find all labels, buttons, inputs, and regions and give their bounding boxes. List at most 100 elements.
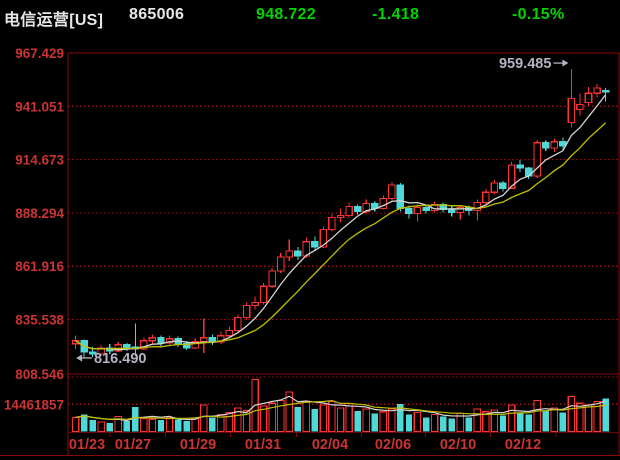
volume-ma-line bbox=[75, 399, 606, 421]
candle-body bbox=[533, 142, 541, 177]
candle-body bbox=[422, 206, 430, 211]
candle-body bbox=[559, 141, 567, 147]
candle-body bbox=[541, 142, 550, 149]
y-axis-label: 888.294 bbox=[15, 206, 64, 221]
candle-body bbox=[234, 316, 242, 332]
low-annotation: 816.490 bbox=[94, 351, 146, 367]
y-axis-label: 941.051 bbox=[15, 99, 64, 114]
x-axis-label: 02/04 bbox=[312, 437, 348, 453]
volume-bar bbox=[516, 412, 524, 432]
volume-bar bbox=[259, 405, 268, 433]
x-axis-label: 02/10 bbox=[440, 437, 476, 453]
volume-bar bbox=[362, 408, 370, 433]
price-ma-lines bbox=[75, 94, 607, 351]
candle-body bbox=[482, 191, 490, 203]
low-arrow-head bbox=[76, 354, 83, 362]
candle-body bbox=[259, 285, 268, 303]
candle-body bbox=[456, 206, 464, 214]
high-arrow-head bbox=[562, 59, 569, 67]
volume-bar bbox=[559, 412, 567, 432]
y-axis-label: 835.538 bbox=[15, 312, 64, 327]
volume-bar bbox=[345, 405, 353, 433]
high-annotation: 959.485 bbox=[499, 56, 551, 72]
volume-bar bbox=[413, 412, 422, 433]
candle-body bbox=[550, 141, 559, 149]
volume-bar bbox=[234, 407, 242, 433]
volume-bar bbox=[525, 414, 532, 432]
volume-bar bbox=[379, 411, 388, 433]
volume-bar bbox=[165, 416, 174, 433]
candle-body bbox=[200, 337, 208, 343]
y-axis-label: 808.546 bbox=[15, 367, 64, 382]
volume-bar bbox=[319, 404, 328, 433]
candle-body bbox=[593, 87, 601, 94]
volume-bar bbox=[200, 404, 208, 433]
volume-bar bbox=[302, 401, 311, 433]
volume-bar bbox=[593, 400, 601, 433]
candles bbox=[71, 69, 610, 358]
volume-axis-label: 14461857 bbox=[4, 397, 64, 412]
candle-body bbox=[601, 89, 610, 93]
stock-code: 865006 bbox=[129, 6, 185, 23]
candle-body bbox=[88, 351, 97, 355]
volume-bar bbox=[328, 400, 336, 433]
candle-body bbox=[285, 250, 293, 258]
volume-bar bbox=[294, 407, 301, 432]
volume-bar bbox=[311, 408, 319, 432]
candle-body bbox=[165, 338, 174, 344]
volume-bar bbox=[148, 418, 157, 433]
volume-ma-line bbox=[75, 395, 606, 422]
x-axis-label: 01/23 bbox=[69, 437, 105, 453]
candle-body bbox=[353, 205, 362, 213]
candle-body bbox=[294, 250, 302, 257]
volume-bar bbox=[89, 420, 96, 432]
volume-ma-lines bbox=[75, 395, 606, 422]
volume-bar bbox=[422, 417, 430, 432]
volume-bar bbox=[132, 407, 139, 432]
price-change: -1.418 bbox=[372, 6, 420, 23]
price-change-percent: -0.15% bbox=[512, 6, 565, 23]
x-axis-label: 02/06 bbox=[375, 437, 411, 453]
candle-body bbox=[336, 214, 345, 219]
volume-bar bbox=[576, 402, 584, 433]
x-axis-label: 01/31 bbox=[245, 437, 281, 453]
y-axis-label: 967.429 bbox=[15, 46, 64, 61]
candle-body bbox=[447, 208, 456, 214]
price-axis-labels: 967.429 941.051 914.673 888.294 861.916 835.5… bbox=[4, 46, 65, 412]
volume-bar bbox=[533, 399, 541, 433]
candle-body bbox=[251, 301, 259, 306]
volume-bar bbox=[268, 402, 276, 433]
volume-bar bbox=[71, 416, 80, 433]
candle-body bbox=[208, 337, 217, 343]
volume-bar bbox=[490, 409, 499, 433]
volume-bar bbox=[157, 420, 165, 432]
candle-body bbox=[225, 330, 234, 337]
volume-bar bbox=[285, 391, 293, 433]
volume-bar bbox=[473, 408, 482, 433]
volume-bar bbox=[97, 421, 105, 433]
candle-body bbox=[507, 164, 516, 189]
candle-body bbox=[182, 343, 191, 349]
volume-bar bbox=[80, 414, 88, 432]
volume-bar bbox=[371, 413, 378, 432]
annotations: 959.485 816.490 bbox=[76, 56, 569, 367]
volume-bar bbox=[602, 398, 609, 432]
last-price: 948.722 bbox=[256, 6, 316, 23]
volume-bar bbox=[405, 414, 413, 432]
candle-body bbox=[311, 241, 319, 248]
volume-bar bbox=[336, 407, 345, 433]
volume-bar bbox=[507, 404, 516, 433]
candle-body bbox=[268, 270, 276, 287]
x-axis-label: 01/29 bbox=[180, 437, 216, 453]
volume-bar bbox=[140, 417, 148, 433]
date-axis-labels: 01/23 01/27 01/29 01/31 02/04 02/06 02/10 02/12 bbox=[69, 432, 557, 453]
candle-body bbox=[148, 337, 157, 342]
volume-bar bbox=[397, 404, 404, 432]
volume-bar bbox=[123, 421, 130, 432]
candle-body bbox=[499, 182, 507, 189]
volume-bar bbox=[114, 415, 123, 433]
stock-name: 电信运营[US] bbox=[4, 12, 104, 29]
volume-bar bbox=[242, 410, 251, 433]
